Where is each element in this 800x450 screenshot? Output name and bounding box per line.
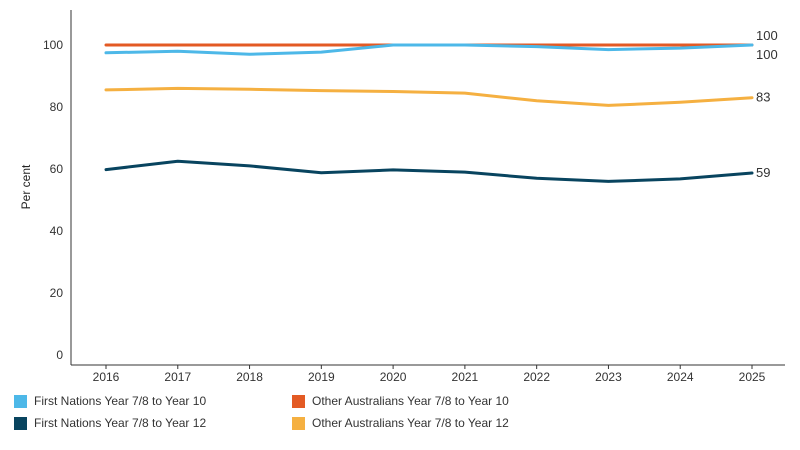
x-tick-label: 2022 [523, 370, 550, 384]
end-labels: 100 100 83 59 [756, 28, 778, 180]
legend-label: First Nations Year 7/8 to Year 12 [34, 416, 207, 430]
x-tick-label: 2025 [739, 370, 766, 384]
y-tick-label: 40 [50, 224, 64, 238]
legend-swatch [292, 416, 305, 430]
legend-label: Other Australians Year 7/8 to Year 10 [312, 394, 509, 408]
legend: First Nations Year 7/8 to Year 10 Other … [14, 394, 654, 430]
end-value-label: 59 [756, 165, 770, 180]
x-tick-label: 2018 [236, 370, 263, 384]
legend-item-other-australians-year-12: Other Australians Year 7/8 to Year 12 [292, 416, 592, 430]
legend-label: Other Australians Year 7/8 to Year 12 [312, 416, 509, 430]
x-tick-label: 2021 [452, 370, 479, 384]
y-tick-label: 0 [56, 348, 63, 362]
legend-item-first-nations-year-10: First Nations Year 7/8 to Year 10 [14, 394, 292, 408]
x-tick-label: 2016 [93, 370, 120, 384]
series-line-first-nations-year-7-8-to-year-12 [104, 159, 754, 183]
y-axis-title: Per cent [19, 164, 33, 209]
series-line-first-nations-year-7-8-to-year-10 [104, 43, 754, 56]
legend-item-first-nations-year-12: First Nations Year 7/8 to Year 12 [14, 416, 292, 430]
end-value-label: 100 [756, 47, 778, 62]
y-tick-label: 60 [50, 162, 64, 176]
y-tick-label: 100 [43, 38, 63, 52]
series-line-other-australians-year-7-8-to-year-12 [104, 86, 754, 107]
legend-label: First Nations Year 7/8 to Year 10 [34, 394, 207, 408]
x-tick-label: 2020 [380, 370, 407, 384]
x-tick-label: 2023 [595, 370, 622, 384]
end-value-label: 83 [756, 90, 770, 105]
legend-swatch [14, 416, 27, 430]
x-tick-label: 2019 [308, 370, 335, 384]
x-tick-label: 2024 [667, 370, 694, 384]
legend-swatch [14, 394, 27, 408]
end-value-label: 100 [756, 28, 778, 43]
legend-swatch [292, 394, 305, 408]
y-tick-label: 20 [50, 286, 64, 300]
legend-item-other-australians-year-10: Other Australians Year 7/8 to Year 10 [292, 394, 592, 408]
x-axis-ticks: 2016 2017 2018 2019 2020 2021 2022 2023 2024 2025 [93, 365, 766, 384]
y-tick-label: 80 [50, 100, 64, 114]
series-lines [104, 43, 754, 183]
y-axis-ticks: 0 20 40 60 80 100 [43, 38, 63, 362]
axes [70, 10, 785, 366]
x-tick-label: 2017 [164, 370, 191, 384]
